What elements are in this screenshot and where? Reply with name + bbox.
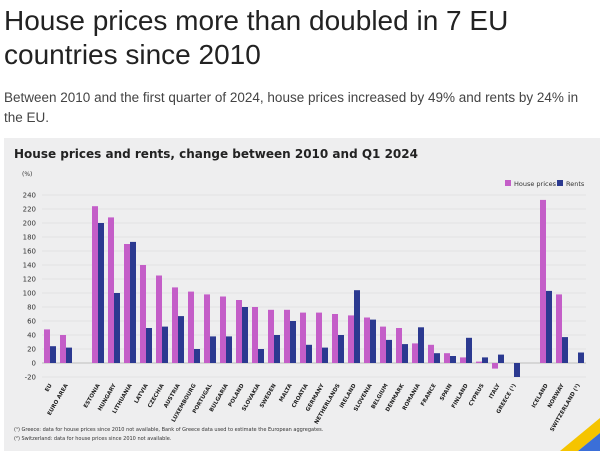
bar [236, 300, 242, 363]
bar [396, 328, 402, 363]
y-tick-label: 40 [27, 332, 36, 340]
bar [370, 319, 376, 363]
bar [556, 294, 562, 363]
bar [156, 275, 162, 363]
bar [460, 357, 466, 363]
bar [210, 336, 216, 363]
bar [194, 349, 200, 363]
legend-swatch [505, 180, 511, 186]
y-tick-label: 60 [27, 318, 36, 326]
bar [578, 352, 584, 363]
bar [178, 316, 184, 363]
bar [274, 335, 280, 363]
bar [476, 361, 482, 363]
bar [562, 337, 568, 363]
y-tick-label: 140 [23, 262, 36, 270]
y-tick-label: 220 [23, 206, 36, 214]
bar [466, 337, 472, 363]
bar [354, 290, 360, 363]
bar [428, 344, 434, 363]
y-tick-label: 0 [32, 360, 36, 368]
bar [418, 327, 424, 363]
bar [188, 291, 194, 363]
y-tick-label: 200 [23, 220, 36, 228]
legend-swatch [557, 180, 563, 186]
chart-title: House prices and rents, change between 2… [14, 147, 418, 161]
bar [204, 294, 210, 363]
y-tick-label: 100 [23, 290, 36, 298]
bar [258, 349, 264, 363]
y-tick-label: 160 [23, 248, 36, 256]
bar [332, 314, 338, 363]
bar [268, 309, 274, 363]
bar [130, 241, 136, 363]
bar [114, 293, 120, 363]
bar [412, 343, 418, 363]
bar [146, 328, 152, 363]
y-tick-label: 240 [23, 192, 36, 200]
bar [546, 290, 552, 363]
bar [492, 363, 498, 369]
bar [172, 287, 178, 363]
y-tick-label: 80 [27, 304, 36, 312]
bar [66, 347, 72, 363]
logo-blue [578, 433, 600, 451]
y-unit: (%) [22, 171, 32, 178]
bar [364, 317, 370, 363]
bar [162, 326, 168, 363]
y-tick-label: 180 [23, 234, 36, 242]
bar [92, 206, 98, 363]
bar [348, 315, 354, 363]
bar [444, 353, 450, 363]
bar [540, 199, 546, 363]
bar [290, 321, 296, 363]
bar [386, 339, 392, 363]
bar [284, 309, 290, 363]
x-tick-label: EU [44, 383, 53, 393]
footnote: (²) Switzerland: data for house prices s… [14, 436, 172, 442]
bar [338, 335, 344, 363]
legend-label: House prices [514, 180, 557, 188]
bar [60, 335, 66, 363]
bar [450, 356, 456, 363]
bar [434, 353, 440, 363]
bar [226, 336, 232, 363]
bar [402, 344, 408, 363]
bar [514, 363, 520, 377]
legend-label: Rents [566, 180, 585, 188]
y-tick-label: -20 [25, 374, 36, 382]
subtitle: Between 2010 and the first quarter of 20… [4, 90, 579, 125]
bar [300, 312, 306, 363]
bar [44, 329, 50, 363]
bar [306, 344, 312, 363]
bar [108, 217, 114, 363]
bar [124, 244, 130, 363]
y-tick-label: 120 [23, 276, 36, 284]
chart: House prices and rents, change between 2… [4, 138, 600, 451]
bar [140, 265, 146, 363]
bar [498, 354, 504, 363]
logo-yellow [560, 418, 600, 451]
bar [252, 307, 258, 363]
bar [220, 296, 226, 363]
bar [380, 326, 386, 363]
bar [98, 223, 104, 363]
headline: House prices more than doubled in 7 EU c… [4, 5, 509, 70]
bar [50, 346, 56, 363]
footnote: (¹) Greece: data for house prices since … [14, 427, 324, 433]
bar [316, 312, 322, 363]
bar [322, 347, 328, 363]
bar [482, 357, 488, 363]
y-tick-label: 20 [27, 346, 36, 354]
bar [242, 307, 248, 363]
